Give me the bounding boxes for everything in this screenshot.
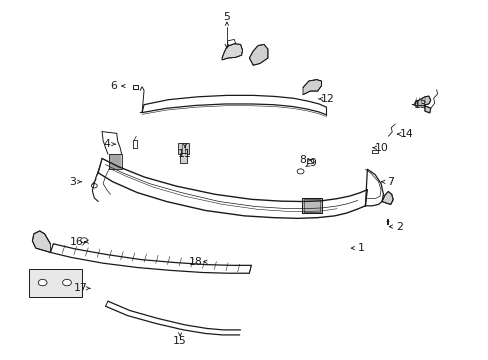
Bar (29, 269, 81, 297)
Polygon shape (222, 44, 242, 60)
Text: 16: 16 (69, 237, 83, 247)
Text: 14: 14 (399, 129, 412, 139)
Text: 18: 18 (188, 257, 202, 267)
Polygon shape (249, 44, 267, 65)
Polygon shape (303, 80, 321, 95)
Polygon shape (414, 96, 430, 113)
Text: 17: 17 (74, 283, 88, 293)
Polygon shape (32, 231, 50, 252)
Text: 5: 5 (223, 12, 230, 22)
Polygon shape (381, 192, 392, 204)
Text: 2: 2 (395, 222, 402, 231)
Text: 12: 12 (320, 94, 334, 104)
Text: 9: 9 (309, 158, 316, 168)
Text: 8: 8 (299, 155, 306, 165)
Text: 4: 4 (103, 139, 110, 149)
Circle shape (62, 279, 71, 286)
Polygon shape (109, 154, 122, 169)
Text: 15: 15 (173, 336, 186, 346)
Circle shape (38, 279, 47, 286)
Polygon shape (302, 198, 321, 213)
Text: 6: 6 (110, 81, 117, 91)
Bar (180, 153, 186, 163)
Text: 1: 1 (357, 243, 364, 253)
Text: 13: 13 (413, 100, 427, 110)
Text: 10: 10 (374, 143, 388, 153)
Text: 11: 11 (178, 149, 191, 159)
Text: 7: 7 (386, 177, 393, 187)
Text: 3: 3 (69, 177, 76, 187)
Bar (178, 143, 188, 154)
